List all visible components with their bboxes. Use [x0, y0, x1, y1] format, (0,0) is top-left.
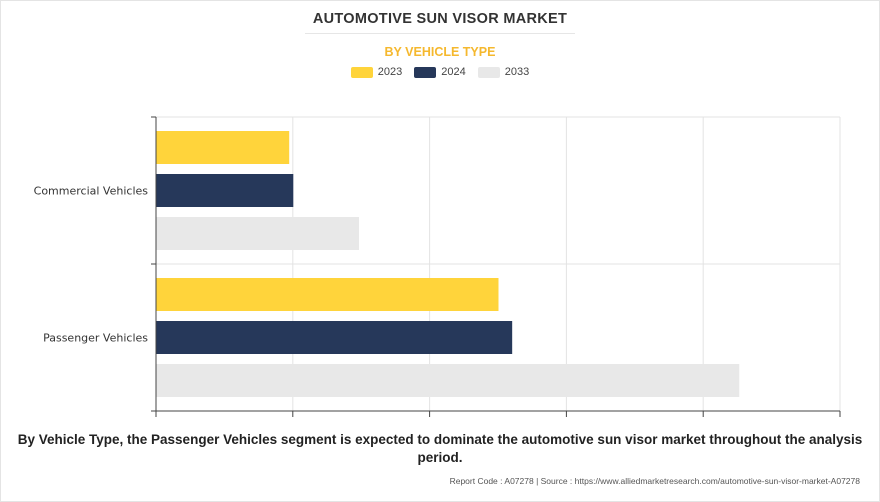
legend-item-2033[interactable]: 2033 — [477, 66, 530, 78]
legend-swatch-2023 — [350, 66, 373, 78]
bar-passenger-vehicles-2024 — [156, 321, 513, 354]
bar-passenger-vehicles-2033 — [156, 364, 740, 397]
legend-item-2023[interactable]: 2023 — [350, 66, 403, 78]
chart-subtitle: BY VEHICLE TYPE — [384, 45, 496, 59]
legend-swatch-2033 — [477, 66, 500, 78]
legend-label-2033: 2033 — [504, 66, 530, 78]
chart-title: AUTOMOTIVE SUN VISOR MARKET — [312, 11, 568, 27]
y-tick-label-1: Passenger Vehicles — [43, 332, 148, 345]
legend-label-2024: 2024 — [441, 66, 466, 78]
chart-legend: 2023 2024 2033 — [0, 66, 880, 78]
title-divider — [305, 33, 575, 34]
legend-swatch-2024 — [414, 66, 437, 78]
summary-text: By Vehicle Type, the Passenger Vehicles … — [17, 432, 863, 465]
bar-commercial-vehicles-2023 — [156, 131, 290, 164]
source-footer: Report Code : A07278 | Source : https://… — [449, 476, 860, 486]
legend-label-2023: 2023 — [377, 66, 403, 78]
bar-commercial-vehicles-2033 — [156, 217, 359, 250]
bar-commercial-vehicles-2024 — [156, 174, 294, 207]
legend-item-2024[interactable]: 2024 — [414, 66, 466, 78]
y-tick-label-0: Commercial Vehicles — [34, 185, 149, 198]
bar-passenger-vehicles-2023 — [156, 278, 499, 311]
